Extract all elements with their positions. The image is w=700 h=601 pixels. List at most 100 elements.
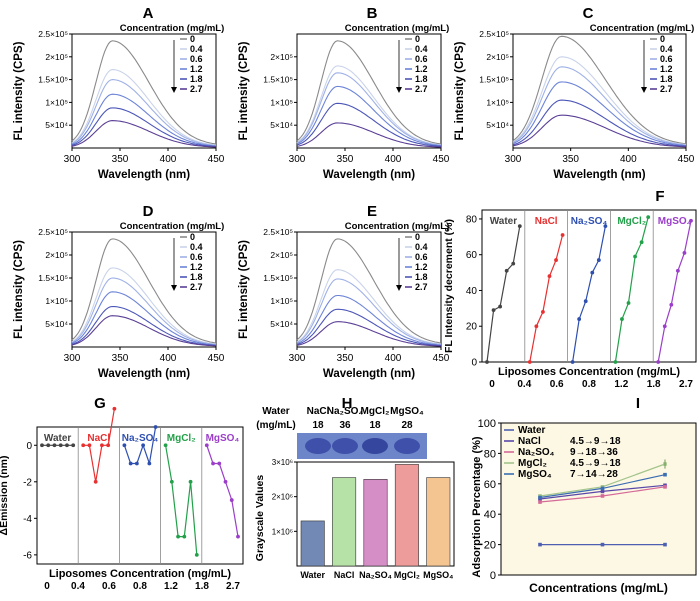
data-point-MgCl2 <box>194 552 199 557</box>
legend-label: 0.6 <box>415 54 428 64</box>
gel-header-conc: 28 <box>401 420 413 431</box>
data-point-MgSO4 <box>689 218 693 223</box>
legend-label: 2.7 <box>415 84 428 94</box>
legend-concentration: 9→18→36 <box>570 447 618 458</box>
y-tick-label: 1.5×10⁵ <box>38 273 68 283</box>
y-tick-label: 2.5×10⁵ <box>38 227 68 237</box>
data-point-MgSO4 <box>600 486 605 491</box>
legend-title: Concentration (mg/mL) <box>120 23 225 34</box>
y-axis-label: ΔEmission (nm) <box>0 456 10 536</box>
legend-label: 2.7 <box>190 84 203 94</box>
x-tick-label: 450 <box>678 154 695 165</box>
legend-label: 0.6 <box>190 54 203 64</box>
data-point-MgSO4 <box>656 360 661 364</box>
x-tick-label: 450 <box>433 353 450 364</box>
x-tick-label: 450 <box>433 154 450 165</box>
data-point-MgSO4 <box>663 472 667 477</box>
data-point-Water <box>52 443 57 448</box>
legend-label: 1.8 <box>415 74 428 84</box>
spectrum-line-0.6 <box>296 278 442 346</box>
panel-letter: G <box>94 395 106 412</box>
y-tick-label: 60 <box>466 250 478 261</box>
x-tick-label: MgCl₂ <box>394 570 420 580</box>
data-point-MgCl2 <box>626 301 631 305</box>
spectrum-line-1.2 <box>296 85 442 147</box>
y-tick-label: 100 <box>478 418 496 430</box>
y-tick-label: 2×10⁶ <box>272 493 293 502</box>
bar-MgSO4 <box>426 477 451 567</box>
data-point-MgSO4 <box>662 324 667 329</box>
y-tick-label: 1.5×10⁵ <box>263 75 293 85</box>
x-axis-label: Wavelength (nm) <box>323 169 415 181</box>
data-point-NaCl <box>600 489 605 494</box>
panel-g: G Water NaCl Na₂SO₄ MgCl₂ MgSO₄ 0 -2 -4 -6 ΔEmissi… <box>0 395 244 592</box>
x-tick-label: 400 <box>385 353 402 364</box>
gel-header-salt: Na₂SO₄ <box>327 406 364 417</box>
y-tick-label: 1×10⁵ <box>270 97 293 107</box>
legend-label: 0.6 <box>660 54 673 64</box>
legend-concentration: 4.5→9→18 <box>570 436 621 447</box>
y-tick-label: 3×10⁶ <box>272 458 293 467</box>
panel-f: F Water NaCl Na₂SO₄ MgCl₂ MgSO₄ 0 20 40 60 80 FL In… <box>443 188 697 390</box>
y-tick-label: 2×10⁵ <box>270 52 293 62</box>
x-axis-label: Wavelength (nm) <box>323 368 415 380</box>
data-point-Na2SO4 <box>128 461 133 466</box>
x-tick-label: 300 <box>289 154 306 165</box>
y-tick-label: 1×10⁵ <box>45 296 68 306</box>
panel-e: E 300 350 400 450 Wavelength (nm) 5×10⁴ 1×10⁵ 1.… <box>238 203 450 380</box>
data-point-MgCl2 <box>633 254 637 259</box>
x-axis-label: Wavelength (nm) <box>553 169 645 181</box>
legend-label: NaCl <box>518 436 541 447</box>
series-line-MgSO4 <box>206 445 239 537</box>
legend-label: 1.2 <box>415 262 428 272</box>
data-point-Na2SO4 <box>663 485 667 489</box>
legend-label: 2.7 <box>415 282 428 292</box>
spectrum-line-0 <box>296 40 442 145</box>
panel-letter: C <box>583 5 594 22</box>
x-tick-label: 2.7 <box>226 581 240 592</box>
data-point-Na2SO4 <box>147 461 152 466</box>
panel-letter: F <box>655 188 664 205</box>
plot-frame <box>36 426 244 565</box>
data-point-MgSO4 <box>675 268 680 273</box>
data-point-Na2SO4 <box>583 299 588 304</box>
legend-label: 0.6 <box>190 252 203 262</box>
data-point-Na2SO4 <box>141 443 146 448</box>
legend-label: 0 <box>415 232 420 242</box>
data-point-MgSO4 <box>204 443 209 448</box>
x-tick-label: 350 <box>337 353 354 364</box>
gel-header-salt: MgSO₄ <box>390 406 424 417</box>
spectrum-line-1.2 <box>71 291 217 346</box>
x-tick-label: 300 <box>505 154 522 165</box>
data-point-Na2SO4 <box>122 443 127 448</box>
y-tick-label: 60 <box>484 479 496 491</box>
legend-title: Concentration (mg/mL) <box>345 221 450 232</box>
legend-concentration: 4.5→9→18 <box>570 458 621 469</box>
spectrum-line-0 <box>71 238 217 344</box>
panel-d: D 300 350 400 450 Wavelength (nm) 5×10⁴ 1×10⁵ 1.… <box>13 203 225 380</box>
data-point-Na2SO4 <box>596 258 601 262</box>
spectrum-line-2.7 <box>71 315 217 347</box>
legend-label: 1.2 <box>190 262 203 272</box>
legend-label: 2.7 <box>660 84 673 94</box>
legend-label: MgCl₂ <box>518 458 547 469</box>
gel-band <box>332 438 358 454</box>
x-tick-label: MgSO₄ <box>423 570 453 580</box>
x-tick-label: 0.8 <box>582 379 596 390</box>
gel-header-salt: MgCl₂ <box>361 406 390 417</box>
x-axis-label: Liposomes Concentration (mg/mL) <box>498 366 680 378</box>
data-point-NaCl <box>560 233 565 237</box>
y-tick-label: 2×10⁵ <box>270 250 293 260</box>
panel-b: B 300 350 400 450 Wavelength (nm) 5×10⁴ 1×10⁵ 1.… <box>238 5 450 181</box>
legend-concentration: 7→14→28 <box>570 469 618 480</box>
data-point-Water <box>65 443 69 448</box>
y-axis-label: FL Intensity decrement (%) <box>443 219 455 353</box>
y-tick-label: 20 <box>466 322 478 333</box>
x-tick-label: 400 <box>160 154 177 165</box>
data-point-Na2SO4 <box>570 360 575 364</box>
y-axis-label: FL intensity (CPS) <box>13 240 25 339</box>
data-point-MgCl2 <box>613 360 618 364</box>
group-label: Na₂SO₄ <box>571 216 608 227</box>
x-tick-label: 300 <box>64 154 81 165</box>
series-line-Water <box>486 225 521 363</box>
